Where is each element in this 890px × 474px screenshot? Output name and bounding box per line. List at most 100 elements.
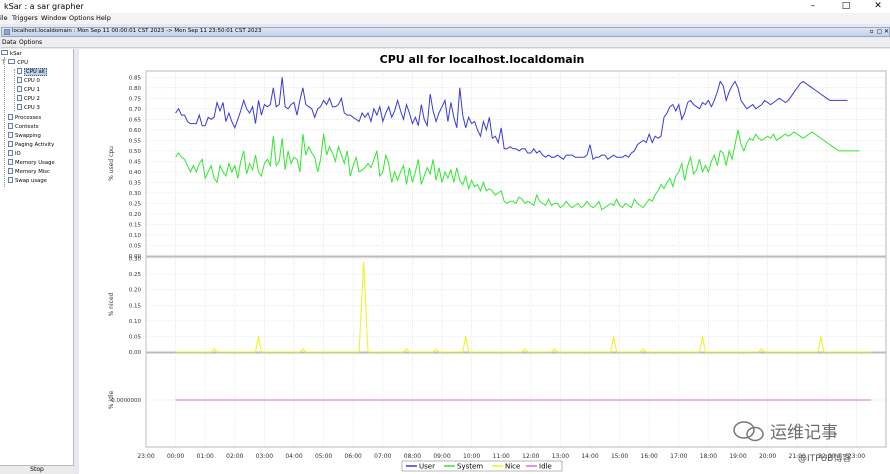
tree-item-cpu-0[interactable]: CPU 0 xyxy=(17,77,40,85)
x-tick-label: 07:00 xyxy=(374,453,391,460)
tree-root-ksar[interactable]: kSar xyxy=(1,50,22,58)
y-axis-label: % niced xyxy=(108,292,115,316)
x-tick-label: 21:00 xyxy=(789,453,806,460)
tree-guide-line xyxy=(14,69,15,111)
x-tick-label: 13:00 xyxy=(552,453,569,460)
y-tick-label: 0.55 xyxy=(129,138,142,144)
stop-button[interactable]: Stop xyxy=(0,465,74,474)
tree-item-memory-misc[interactable]: Memory Misc xyxy=(8,168,50,176)
x-tick-label: 04:00 xyxy=(285,453,302,460)
chart-panel-1: 0.00 0.05 0.10 0.15 0.20 0.25 0.30 % niced xyxy=(108,256,887,356)
legend-label-idle: Idle xyxy=(539,463,552,471)
folder-open-icon xyxy=(8,59,16,64)
document-icon xyxy=(8,114,13,120)
y-tick-label: 0.0000000 xyxy=(111,398,141,404)
tree-item-memory-usage[interactable]: Memory Usage xyxy=(8,159,55,167)
x-tick-label: 14:00 xyxy=(581,453,598,460)
x-tick-label: 05:00 xyxy=(315,453,332,460)
maximize-button[interactable]: □ xyxy=(841,1,851,11)
frame-close-icon[interactable]: ✕ xyxy=(883,28,890,35)
y-axis-label: % used cpu xyxy=(108,146,115,181)
legend-label-user: User xyxy=(419,463,435,471)
main-menubar: ile Triggers Window Options Help xyxy=(0,13,890,24)
tree-guide-line xyxy=(4,57,5,187)
document-icon xyxy=(17,86,22,92)
document-icon xyxy=(17,77,22,83)
x-tick-label: 15:00 xyxy=(611,453,628,460)
tree-item-swapping[interactable]: Swapping xyxy=(8,132,41,140)
y-tick-label: 0.25 xyxy=(129,201,142,207)
expand-toggle-icon[interactable]: ⊤ xyxy=(1,59,7,66)
document-icon xyxy=(17,104,22,110)
x-tick-label: 02:00 xyxy=(226,453,243,460)
y-tick-label: 0.40 xyxy=(129,170,142,176)
x-tick-label: 08:00 xyxy=(404,453,421,460)
document-icon xyxy=(8,159,13,165)
x-axis: 23:00 00:00 01:00 02:00 03:00 04:00 05:00 06:00… xyxy=(137,453,865,460)
menu-options[interactable]: Options xyxy=(69,14,95,22)
x-tick-label: 01:00 xyxy=(197,453,214,460)
y-tick-label: 0.85 xyxy=(129,75,142,81)
tree-item-contexts[interactable]: Contexts xyxy=(8,123,39,131)
x-tick-label: 11:00 xyxy=(493,453,510,460)
y-tick-label: 0.70 xyxy=(129,107,142,113)
x-tick-label: 23:00 xyxy=(848,453,865,460)
series-line-user xyxy=(175,77,848,161)
y-tick-label: 0.35 xyxy=(129,180,142,186)
menu-triggers[interactable]: Triggers xyxy=(12,14,38,22)
tree-item-cpu-3[interactable]: CPU 3 xyxy=(17,104,40,112)
legend-label-system: System xyxy=(457,463,483,471)
legend-label-nice: Nice xyxy=(505,463,520,471)
y-tick-label: 0.30 xyxy=(129,191,142,197)
x-tick-label: 09:00 xyxy=(433,453,450,460)
y-tick-label: 0.05 xyxy=(129,334,142,340)
y-tick-label: 0.20 xyxy=(129,212,142,218)
y-tick-label: 0.80 xyxy=(129,86,142,92)
menu-window[interactable]: Window xyxy=(41,14,67,22)
y-tick-label: 0.10 xyxy=(129,319,142,325)
x-tick-label: 19:00 xyxy=(729,453,746,460)
document-icon xyxy=(17,68,22,74)
y-tick-label: 0.65 xyxy=(129,117,142,123)
internal-frame-titlebar[interactable]: localhost.localdomain : Mon Sep 11 00:00… xyxy=(1,27,890,37)
y-tick-label: 0.05 xyxy=(129,243,142,249)
plot-frame xyxy=(145,256,887,353)
close-button[interactable]: ✕ xyxy=(874,1,882,11)
x-tick-label: 00:00 xyxy=(167,453,184,460)
watermark-subtext: @ITPUB博客 xyxy=(798,454,852,464)
y-tick-label: 0.50 xyxy=(129,149,142,155)
tree-group-cpu[interactable]: ⊤ CPU xyxy=(1,59,29,66)
y-tick-label: 0.15 xyxy=(129,222,142,228)
frame-maximize-icon[interactable]: ▢ xyxy=(876,28,883,35)
chart-panel: CPU all for localhost.localdomain 0.00 0.… xyxy=(79,49,890,474)
chart-legend: User System Nice Idle xyxy=(401,460,563,472)
menu-file[interactable]: ile xyxy=(0,14,8,22)
folder-icon xyxy=(1,50,8,55)
document-icon xyxy=(8,132,13,138)
y-tick-label: 0.25 xyxy=(129,272,142,278)
y-tick-label: 0.10 xyxy=(129,233,142,239)
y-tick-label: 0.20 xyxy=(129,288,142,294)
tree-item-processes[interactable]: Processes xyxy=(8,114,41,122)
x-tick-label: 03:00 xyxy=(256,453,273,460)
x-tick-label: 20:00 xyxy=(759,453,776,460)
chart-title: CPU all for localhost.localdomain xyxy=(380,53,585,66)
y-tick-label: 0.45 xyxy=(129,159,142,165)
frame-restore-icon[interactable]: ▫ xyxy=(869,28,874,35)
tree-item-paging-activity[interactable]: Paging Activity xyxy=(8,141,54,149)
document-icon xyxy=(8,123,13,129)
tree-item-swap-usage[interactable]: Swap usage xyxy=(8,177,47,185)
menu-data[interactable]: Data xyxy=(2,39,17,46)
y-tick-label: 0.00 xyxy=(129,254,142,260)
tree-item-cpu-2[interactable]: CPU 2 xyxy=(17,95,40,103)
minimize-button[interactable]: – xyxy=(810,1,816,11)
x-tick-label: 12:00 xyxy=(522,453,539,460)
tree-item-cpu-all[interactable]: CPU all xyxy=(17,68,47,76)
menu-help[interactable]: Help xyxy=(96,14,111,22)
menu-frame-options[interactable]: Options xyxy=(19,39,43,46)
tree-item-io[interactable]: IO xyxy=(8,150,21,158)
frame-icon xyxy=(4,29,10,35)
tree-item-cpu-1[interactable]: CPU 1 xyxy=(17,86,40,94)
y-tick-label: 0.15 xyxy=(129,303,142,309)
x-tick-label: 22:00 xyxy=(818,453,835,460)
